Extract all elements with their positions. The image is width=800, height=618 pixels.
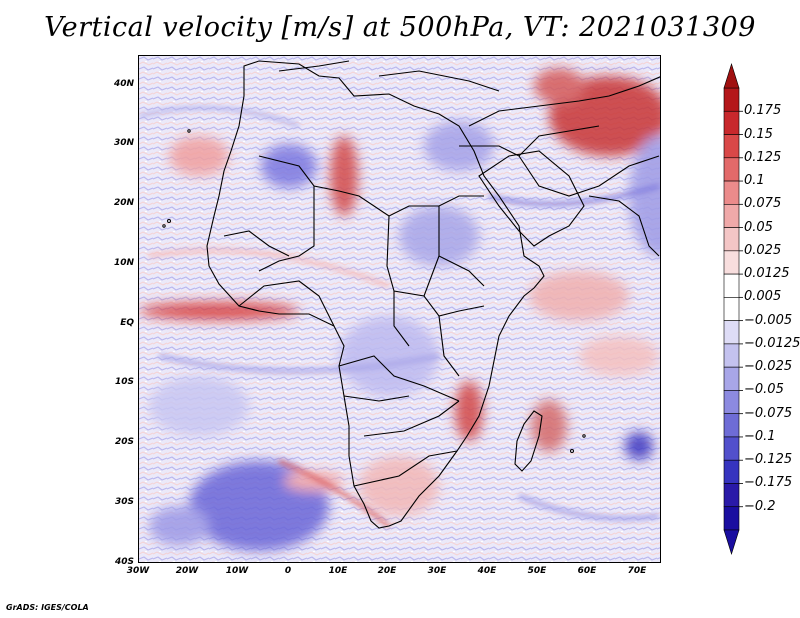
lat-label-eq: EQ bbox=[120, 318, 134, 328]
colorbar-level-label: −0.0125 bbox=[744, 335, 800, 351]
chart-title: Vertical velocity [m/s] at 500hPa, VT: 2… bbox=[44, 12, 756, 43]
lon-label-20w: 20W bbox=[175, 566, 199, 576]
madagascar-outline bbox=[514, 410, 543, 472]
lat-label-40s: 40S bbox=[114, 557, 134, 567]
map-panel bbox=[138, 55, 661, 563]
colorbar-swatch bbox=[723, 320, 740, 345]
colorbar-swatch bbox=[723, 459, 740, 484]
lon-label-20e: 20E bbox=[377, 566, 397, 576]
colorbar-swatch bbox=[723, 157, 740, 182]
islands bbox=[162, 129, 586, 453]
lat-label-20n: 20N bbox=[113, 198, 134, 208]
lat-label-30n: 30N bbox=[113, 138, 134, 148]
lat-label-30s: 30S bbox=[114, 497, 134, 507]
arabia-outline bbox=[478, 150, 660, 257]
lon-label-60e: 60E bbox=[577, 566, 597, 576]
colorbar-swatch bbox=[723, 413, 740, 438]
lon-label-30e: 30E bbox=[427, 566, 447, 576]
colorbar-top-arrow bbox=[723, 62, 740, 89]
colorbar-swatch bbox=[723, 436, 740, 461]
field-streaks bbox=[139, 106, 660, 528]
lat-label-20s: 20S bbox=[114, 437, 134, 447]
lon-label-10w: 10W bbox=[225, 566, 249, 576]
colorbar-level-label: 0.125 bbox=[744, 149, 782, 165]
country-boundaries bbox=[206, 60, 660, 529]
colorbar-swatch bbox=[723, 273, 740, 298]
colorbar-swatch bbox=[723, 390, 740, 414]
colorbar-level-label: 0.0125 bbox=[744, 266, 790, 282]
colorbar-level-label: 0.025 bbox=[744, 242, 782, 258]
colorbar-level-label: 0.005 bbox=[744, 289, 782, 305]
colorbar-swatch bbox=[723, 366, 740, 391]
colorbar-swatch bbox=[723, 180, 740, 205]
lon-label-50e: 50E bbox=[527, 566, 547, 576]
colorbar-level-label: −0.05 bbox=[744, 382, 784, 398]
lon-label-40e: 40E bbox=[477, 566, 497, 576]
colorbar-level-label: −0.005 bbox=[744, 312, 793, 328]
lon-label-70e: 70E bbox=[627, 566, 647, 576]
colorbar-swatch bbox=[723, 483, 740, 508]
colorbar-swatch bbox=[723, 343, 740, 368]
colorbar-swatch bbox=[723, 250, 740, 275]
colorbar-level-label: −0.2 bbox=[744, 498, 776, 514]
colorbar-level-label: −0.025 bbox=[744, 359, 793, 375]
lat-label-10s: 10S bbox=[114, 377, 134, 387]
colorbar-level-label: −0.075 bbox=[744, 405, 793, 421]
colorbar-level-label: 0.1 bbox=[744, 173, 765, 189]
colorbar-level-label: 0.175 bbox=[744, 103, 782, 119]
colorbar-swatch bbox=[723, 227, 740, 252]
lat-label-40n: 40N bbox=[113, 79, 134, 89]
colorbar-level-label: −0.175 bbox=[744, 475, 793, 491]
lon-label-10e: 10E bbox=[328, 566, 348, 576]
colorbar-level-label: −0.125 bbox=[744, 452, 793, 468]
colorbar-level-label: −0.1 bbox=[744, 428, 776, 444]
field-blobs bbox=[139, 68, 660, 551]
colorbar-level-label: 0.075 bbox=[744, 196, 782, 212]
colorbar-bottom-arrow bbox=[723, 529, 740, 556]
colorbar-swatch bbox=[723, 506, 740, 531]
velocity-field-map bbox=[139, 56, 660, 562]
colorbar-swatch bbox=[723, 297, 740, 321]
colorbar-swatch bbox=[723, 87, 740, 112]
colorbar-level-label: 0.05 bbox=[744, 219, 773, 235]
colorbar-level-label: 0.15 bbox=[744, 126, 773, 142]
colorbar-swatch bbox=[723, 134, 740, 159]
lon-label-0: 0 bbox=[284, 566, 292, 576]
lat-label-10n: 10N bbox=[113, 258, 134, 268]
colorbar-swatch bbox=[723, 110, 740, 135]
lon-label-30w: 30W bbox=[126, 566, 150, 576]
grads-credit: GrADS: IGES/COLA bbox=[6, 603, 89, 612]
colorbar-swatch bbox=[723, 204, 740, 228]
